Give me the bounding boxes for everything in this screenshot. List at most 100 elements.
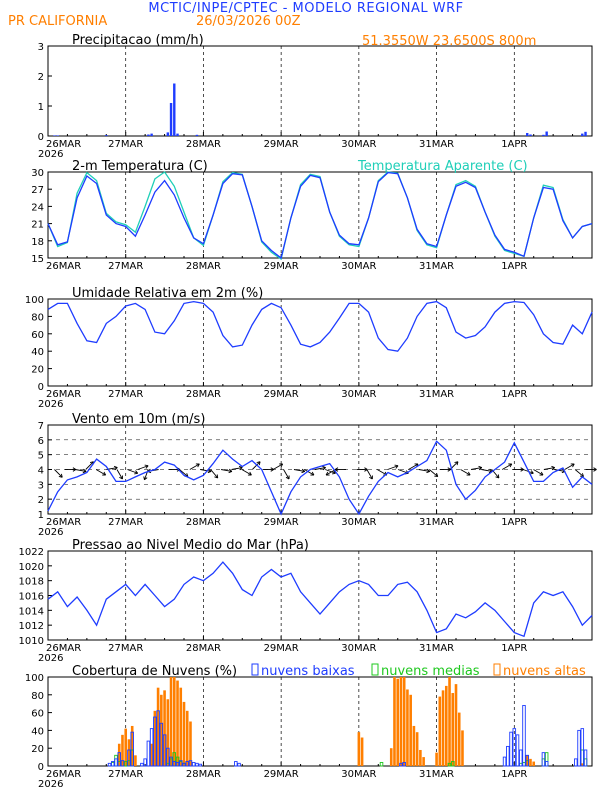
- run-label: 26/03/2026 00Z: [196, 14, 301, 29]
- wind-barb-shaft: [387, 465, 399, 470]
- clouds-legend: nuvens baixas nuvens medias nuvens altas: [251, 663, 586, 679]
- temp-series-0-line: [47, 171, 593, 260]
- wind-barb-shaft: [127, 469, 138, 474]
- wind-barb-head: [239, 467, 243, 471]
- precip-xtick-label: 1APR: [501, 139, 527, 150]
- wind-barb-head: [581, 473, 584, 477]
- wind-barb-shaft: [418, 469, 430, 472]
- wind-barb-shaft: [366, 469, 373, 480]
- wind-barb-head: [143, 476, 145, 480]
- precip-ytick-label: 3: [38, 42, 44, 53]
- wind-barb-head: [197, 463, 200, 468]
- wind-barb-shaft: [189, 463, 200, 470]
- wind-x-ticks: 26MAR 27MAR 28MAR 29MAR 30MAR 31MAR 1APR 2026: [38, 425, 574, 538]
- wind-barb-shaft: [283, 469, 290, 480]
- wind-barb-head: [228, 468, 233, 472]
- temp-ytick-label: 18: [31, 237, 44, 248]
- cloud-bar-nuvens-baixas: [172, 761, 177, 767]
- wind-barb-shaft: [304, 469, 315, 476]
- cloud-bar-nuvens-altas: [422, 757, 425, 766]
- clouds-ytick-label: 0: [38, 762, 44, 773]
- wind-barb-head: [520, 467, 524, 470]
- cloud-bar-nuvens-baixas: [195, 762, 199, 767]
- pressure-y-ticks: 1010 1012 1014 1016 1018 1020 1022: [19, 547, 52, 647]
- cloud-bar-nuvens-altas: [580, 763, 584, 766]
- rh-xtick-label: 29MAR: [264, 389, 299, 400]
- wind-barb-shaft: [554, 469, 566, 472]
- rh-ytick-label: 20: [31, 365, 44, 376]
- wind-title: Vento em 10m (m/s): [72, 412, 205, 427]
- cloud-bar-nuvens-altas: [169, 677, 173, 766]
- cloud-bar-nuvens-baixas: [146, 740, 151, 767]
- clouds-ytick-label: 60: [31, 709, 44, 720]
- pressure-plot: [47, 561, 593, 638]
- precip-bar: [173, 83, 176, 136]
- wind-barb-head: [509, 463, 513, 468]
- precip-ytick-label: 0: [38, 132, 44, 143]
- precip-bar: [53, 135, 56, 136]
- wind-xtick-label: 31MAR: [419, 517, 454, 528]
- wind-barb-head: [426, 470, 430, 474]
- cloud-bar-nuvens-baixas: [198, 763, 202, 767]
- temp-xtick-label: 29MAR: [264, 261, 299, 272]
- cloud-bar-nuvens-altas: [121, 734, 124, 766]
- rh-xtick-label: 30MAR: [341, 389, 376, 400]
- panel-relative-humidity: Umidade Relativa em 2m (%) 020406080100 …: [25, 286, 593, 410]
- legend-mid-label: nuvens medias: [381, 664, 480, 679]
- cloud-bar-nuvens-medias: [451, 761, 455, 767]
- wind-barb-head: [489, 468, 493, 472]
- temp-ytick-label: 30: [31, 168, 44, 179]
- cloud-bar-nuvens-altas: [357, 732, 361, 766]
- clouds-plot: [107, 677, 588, 767]
- wind-ytick-label: 1: [38, 510, 44, 521]
- wind-barb-shaft: [75, 469, 87, 472]
- cloud-bar-nuvens-altas: [153, 710, 157, 766]
- wind-y-ticks: 1 2 3 4 5 6 7: [38, 421, 592, 521]
- cloud-bar-nuvens-altas: [172, 677, 176, 766]
- pressure-xtick-label: 28MAR: [186, 643, 221, 654]
- wind-barb-shaft: [429, 469, 439, 477]
- cloud-bar-nuvens-altas: [406, 689, 409, 766]
- rh-xtick-label: 1APR: [501, 389, 527, 400]
- wind-barb-shaft: [85, 461, 94, 470]
- cloud-bar-nuvens-altas: [127, 739, 131, 766]
- wind-barb-head: [113, 465, 118, 469]
- cloud-bar-nuvens-altas: [409, 694, 412, 766]
- cloud-bar-nuvens-altas: [179, 687, 183, 766]
- pressure-ytick-label: 1014: [19, 606, 44, 617]
- temp-frame: [47, 171, 593, 259]
- cloud-bar-nuvens-baixas: [130, 731, 134, 767]
- rh-x-ticks: 26MAR 27MAR 28MAR 29MAR 30MAR 31MAR 1APR 2026: [38, 299, 574, 410]
- cloud-bar-nuvens-altas: [185, 710, 189, 766]
- wind-barb-head: [322, 467, 326, 471]
- wind-barb-head: [135, 470, 139, 474]
- wind-barb-head: [325, 471, 329, 476]
- precip-bar: [166, 132, 170, 136]
- cloud-bar-nuvens-baixas: [188, 760, 193, 767]
- wind-barb-head: [468, 471, 471, 476]
- wind-barb-head: [89, 461, 94, 464]
- legend-low-swatch: [251, 663, 259, 676]
- cloud-bar-nuvens-medias: [379, 761, 384, 767]
- wind-barb-shaft: [470, 467, 482, 470]
- wind-barb-head: [322, 465, 326, 469]
- rh-xtick-label: 31MAR: [419, 389, 454, 400]
- clouds-ytick-label: 80: [31, 691, 44, 702]
- wind-barb-head: [285, 476, 290, 480]
- wind-barb-head: [280, 463, 284, 468]
- clouds-xtick-label: 27MAR: [108, 769, 143, 780]
- cloud-bar-nuvens-baixas: [541, 752, 546, 767]
- pressure-series-0-line: [47, 561, 593, 638]
- wind-barb-head: [434, 475, 438, 478]
- cloud-bar-nuvens-baixas: [140, 762, 144, 767]
- cloud-bar-nuvens-altas: [461, 730, 464, 766]
- cloud-bar-nuvens-altas: [189, 721, 192, 766]
- wind-xtick-label: 30MAR: [341, 517, 376, 528]
- wind-barb-shaft: [543, 467, 555, 470]
- precip-x-ticks: 26MAR 27MAR 28MAR 29MAR 30MAR 31MAR 1APR 2026: [38, 46, 574, 160]
- wind-barb-head: [395, 465, 399, 469]
- cloud-bar-nuvens-baixas: [399, 762, 403, 767]
- temp-xtick-label: 28MAR: [186, 261, 221, 272]
- pressure-ytick-label: 1018: [19, 577, 44, 588]
- cloud-bar-nuvens-baixas: [506, 745, 510, 767]
